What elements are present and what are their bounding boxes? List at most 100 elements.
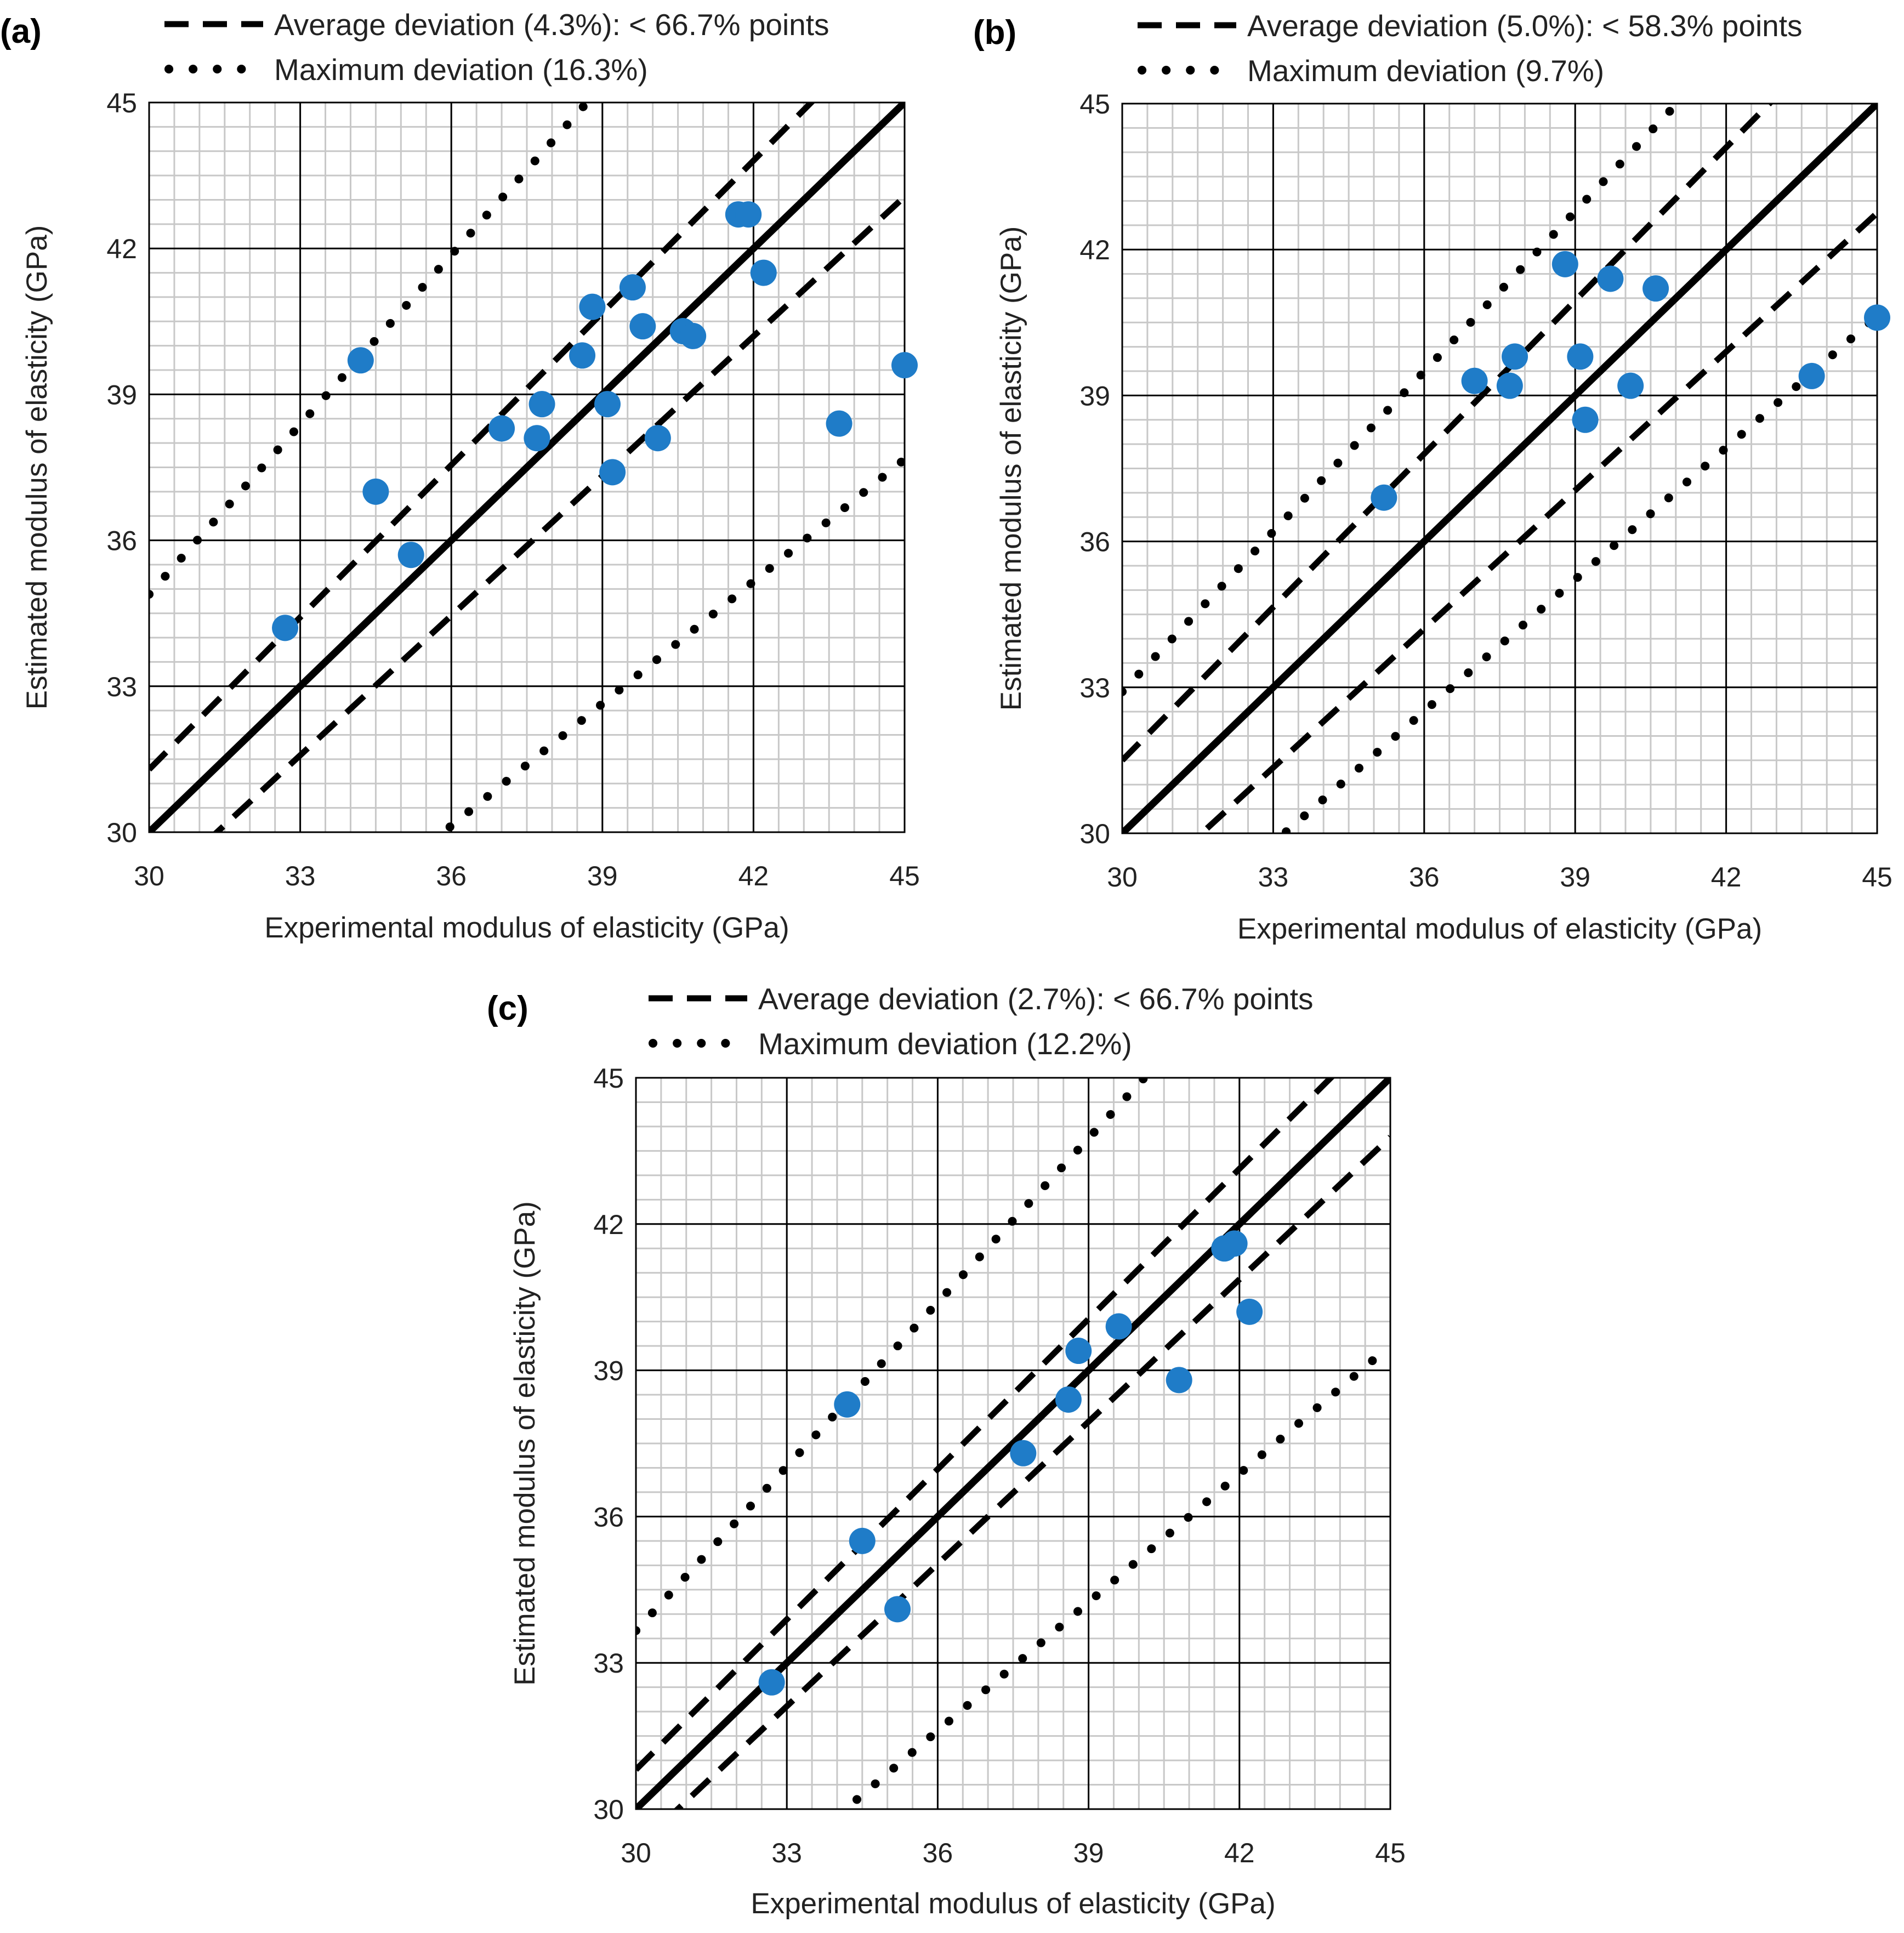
y-tick-label: 42 <box>1079 235 1110 265</box>
avg-deviation-lower-line <box>212 194 905 832</box>
data-point <box>524 425 550 452</box>
data-point <box>579 293 606 320</box>
x-tick-label: 36 <box>923 1838 953 1868</box>
y-tick-label: 30 <box>593 1794 624 1825</box>
legend-label: Average deviation (2.7%): < 66.7% points <box>758 982 1314 1016</box>
y-tick-label: 42 <box>106 234 137 264</box>
y-axis-title: Estimated modulus of elasticity (GPa) <box>21 225 53 710</box>
data-point <box>1010 1440 1037 1466</box>
data-point <box>1371 484 1397 511</box>
max-deviation-upper-line <box>149 103 593 599</box>
data-point <box>1642 275 1669 302</box>
data-point <box>569 342 596 369</box>
x-tick-label: 42 <box>1224 1838 1255 1868</box>
data-point <box>758 1669 785 1696</box>
y-tick-label: 45 <box>1079 89 1110 120</box>
data-point <box>735 201 762 228</box>
chart-panel-1: 30 33 36 39 42 45 30 33 36 39 42 45 Experimental mod… <box>0 8 920 944</box>
data-point <box>1166 1367 1192 1394</box>
x-axis-title: Experimental modulus of elasticity (GPa) <box>264 912 789 944</box>
y-tick-label: 45 <box>106 88 137 118</box>
data-point <box>1236 1298 1263 1325</box>
panel-label: (a) <box>0 13 42 50</box>
data-point <box>272 615 299 641</box>
data-point <box>1551 251 1578 277</box>
y-tick-label: 30 <box>1079 818 1110 849</box>
data-point <box>1105 1313 1132 1340</box>
x-tick-label: 45 <box>1862 862 1892 892</box>
data-point <box>750 259 777 286</box>
avg-deviation-upper-line <box>149 103 816 772</box>
x-tick-label: 36 <box>436 861 467 891</box>
data-points <box>272 201 918 641</box>
data-point <box>1572 406 1599 433</box>
x-tick-label: 33 <box>285 861 316 891</box>
data-point <box>528 391 555 418</box>
data-point <box>619 274 646 301</box>
data-point <box>362 478 389 505</box>
panel-label: (b) <box>973 14 1016 52</box>
y-tick-label: 33 <box>106 672 137 702</box>
panel-label: (c) <box>487 990 528 1027</box>
y-tick-label: 39 <box>106 379 137 410</box>
data-point <box>826 410 852 437</box>
data-point <box>884 1596 911 1623</box>
y-tick-label: 39 <box>1079 380 1110 411</box>
data-point <box>488 415 515 442</box>
data-point <box>849 1527 876 1554</box>
x-tick-label: 45 <box>1375 1838 1406 1868</box>
y-tick-label: 45 <box>593 1063 624 1094</box>
y-tick-label: 33 <box>593 1648 624 1679</box>
plot-frame <box>1121 103 1878 834</box>
max-deviation-lower-line <box>839 1341 1390 1809</box>
data-point <box>1502 343 1528 370</box>
y-tick-label: 30 <box>106 817 137 848</box>
data-point <box>629 313 656 340</box>
legend: Average deviation (5.0%): < 58.3% points… <box>1138 9 1803 88</box>
data-point <box>1567 343 1594 370</box>
avg-deviation-upper-line <box>636 1078 1335 1772</box>
data-point <box>397 542 424 568</box>
data-point <box>1617 372 1644 399</box>
chart-panel-3: 30 33 36 39 42 45 30 33 36 39 42 45 Experimental mod… <box>487 982 1406 1920</box>
avg-deviation-lower-line <box>673 1135 1390 1809</box>
x-tick-label: 30 <box>134 861 164 891</box>
ideal-line <box>1122 104 1877 833</box>
data-point <box>1221 1230 1248 1257</box>
reference-lines <box>149 103 905 832</box>
data-point <box>834 1391 861 1418</box>
y-tick-label: 36 <box>593 1502 624 1532</box>
x-tick-label: 42 <box>738 861 769 891</box>
y-tick-label: 42 <box>593 1209 624 1240</box>
data-point <box>1597 265 1624 292</box>
data-point <box>347 347 374 374</box>
data-point <box>1055 1386 1082 1413</box>
reference-lines <box>1122 104 1877 833</box>
x-tick-label: 30 <box>621 1838 651 1868</box>
data-points <box>758 1230 1263 1696</box>
data-point <box>891 352 918 379</box>
data-point <box>1461 367 1488 394</box>
x-tick-label: 39 <box>1560 862 1590 892</box>
data-point <box>1496 372 1523 399</box>
legend: Average deviation (2.7%): < 66.7% points… <box>649 982 1314 1061</box>
legend-label: Average deviation (4.3%): < 66.7% points <box>274 8 829 42</box>
ideal-line <box>149 103 905 832</box>
max-deviation-upper-line <box>636 1078 1151 1635</box>
x-tick-label: 33 <box>1258 862 1289 892</box>
plot-frame <box>148 101 906 833</box>
data-point <box>594 391 621 418</box>
legend-label: Maximum deviation (9.7%) <box>1247 54 1604 88</box>
x-tick-label: 39 <box>587 861 618 891</box>
y-axis-title: Estimated modulus of elasticity (GPa) <box>509 1201 541 1686</box>
max-deviation-lower-line <box>436 454 905 832</box>
x-tick-label: 42 <box>1711 862 1742 892</box>
data-point <box>644 425 671 452</box>
plot-frame <box>635 1077 1391 1810</box>
y-axis-title: Estimated modulus of elasticity (GPa) <box>995 226 1027 711</box>
x-axis-title: Experimental modulus of elasticity (GPa) <box>1237 913 1762 945</box>
data-point <box>1864 304 1890 331</box>
legend-label: Maximum deviation (16.3%) <box>274 53 648 87</box>
chart-panel-2: 30 33 36 39 42 45 30 33 36 39 42 45 Experimental mod… <box>973 9 1892 945</box>
